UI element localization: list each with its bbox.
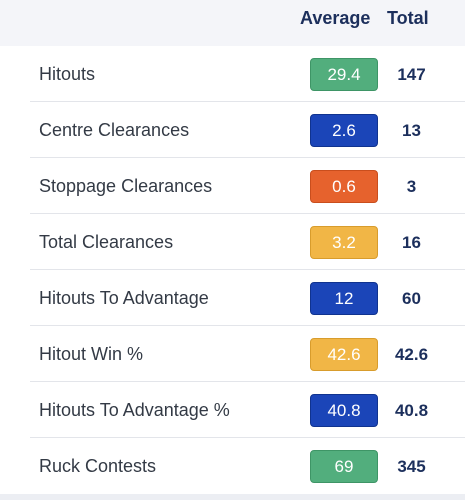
stat-row-centre-clearances: Centre Clearances 2.6 13 bbox=[0, 102, 465, 158]
total-value: 147 bbox=[397, 65, 426, 84]
table-header: Average Total bbox=[0, 0, 465, 46]
row-divider bbox=[30, 381, 465, 382]
total-value: 3 bbox=[406, 177, 417, 196]
row-divider bbox=[30, 157, 465, 158]
average-badge: 40.8 bbox=[310, 394, 378, 427]
bottom-divider bbox=[0, 494, 465, 500]
total-value: 40.8 bbox=[394, 401, 429, 420]
stat-row-hitouts-to-advantage: Hitouts To Advantage 12 60 bbox=[0, 270, 465, 326]
average-badge: 69 bbox=[310, 450, 378, 483]
row-divider bbox=[30, 269, 465, 270]
stats-rows: Hitouts 29.4 147 Centre Clearances 2.6 1… bbox=[0, 46, 465, 494]
stat-label: Ruck Contests bbox=[39, 456, 157, 476]
stat-row-hitout-win-pct: Hitout Win % 42.6 42.6 bbox=[0, 326, 465, 382]
average-column-header[interactable]: Average bbox=[300, 8, 371, 28]
stat-row-ruck-contests: Ruck Contests 69 345 bbox=[0, 438, 465, 494]
average-badge: 3.2 bbox=[310, 226, 378, 259]
stat-label: Hitouts bbox=[39, 64, 96, 84]
total-value: 42.6 bbox=[394, 345, 429, 364]
average-badge: 42.6 bbox=[310, 338, 378, 371]
stat-label: Hitout Win % bbox=[39, 344, 144, 364]
total-value: 16 bbox=[402, 233, 421, 252]
average-badge: 0.6 bbox=[310, 170, 378, 203]
total-value: 345 bbox=[397, 457, 426, 476]
stat-row-stoppage-clearances: Stoppage Clearances 0.6 3 bbox=[0, 158, 465, 214]
stat-row-hitouts: Hitouts 29.4 147 bbox=[0, 46, 465, 102]
stat-label: Hitouts To Advantage % bbox=[39, 400, 230, 420]
average-badge: 29.4 bbox=[310, 58, 378, 91]
row-divider bbox=[30, 213, 465, 214]
stat-label: Total Clearances bbox=[39, 232, 174, 252]
average-badge: 12 bbox=[310, 282, 378, 315]
total-value: 60 bbox=[402, 289, 421, 308]
stat-label: Centre Clearances bbox=[39, 120, 190, 140]
stat-row-hitouts-to-advantage-pct: Hitouts To Advantage % 40.8 40.8 bbox=[0, 382, 465, 438]
total-value: 13 bbox=[402, 121, 421, 140]
row-divider bbox=[30, 437, 465, 438]
row-divider bbox=[30, 325, 465, 326]
row-divider bbox=[30, 101, 465, 102]
stat-label: Stoppage Clearances bbox=[39, 176, 213, 196]
stat-label: Hitouts To Advantage bbox=[39, 288, 209, 308]
stat-row-total-clearances: Total Clearances 3.2 16 bbox=[0, 214, 465, 270]
total-column-header[interactable]: Total bbox=[387, 8, 429, 28]
average-badge: 2.6 bbox=[310, 114, 378, 147]
